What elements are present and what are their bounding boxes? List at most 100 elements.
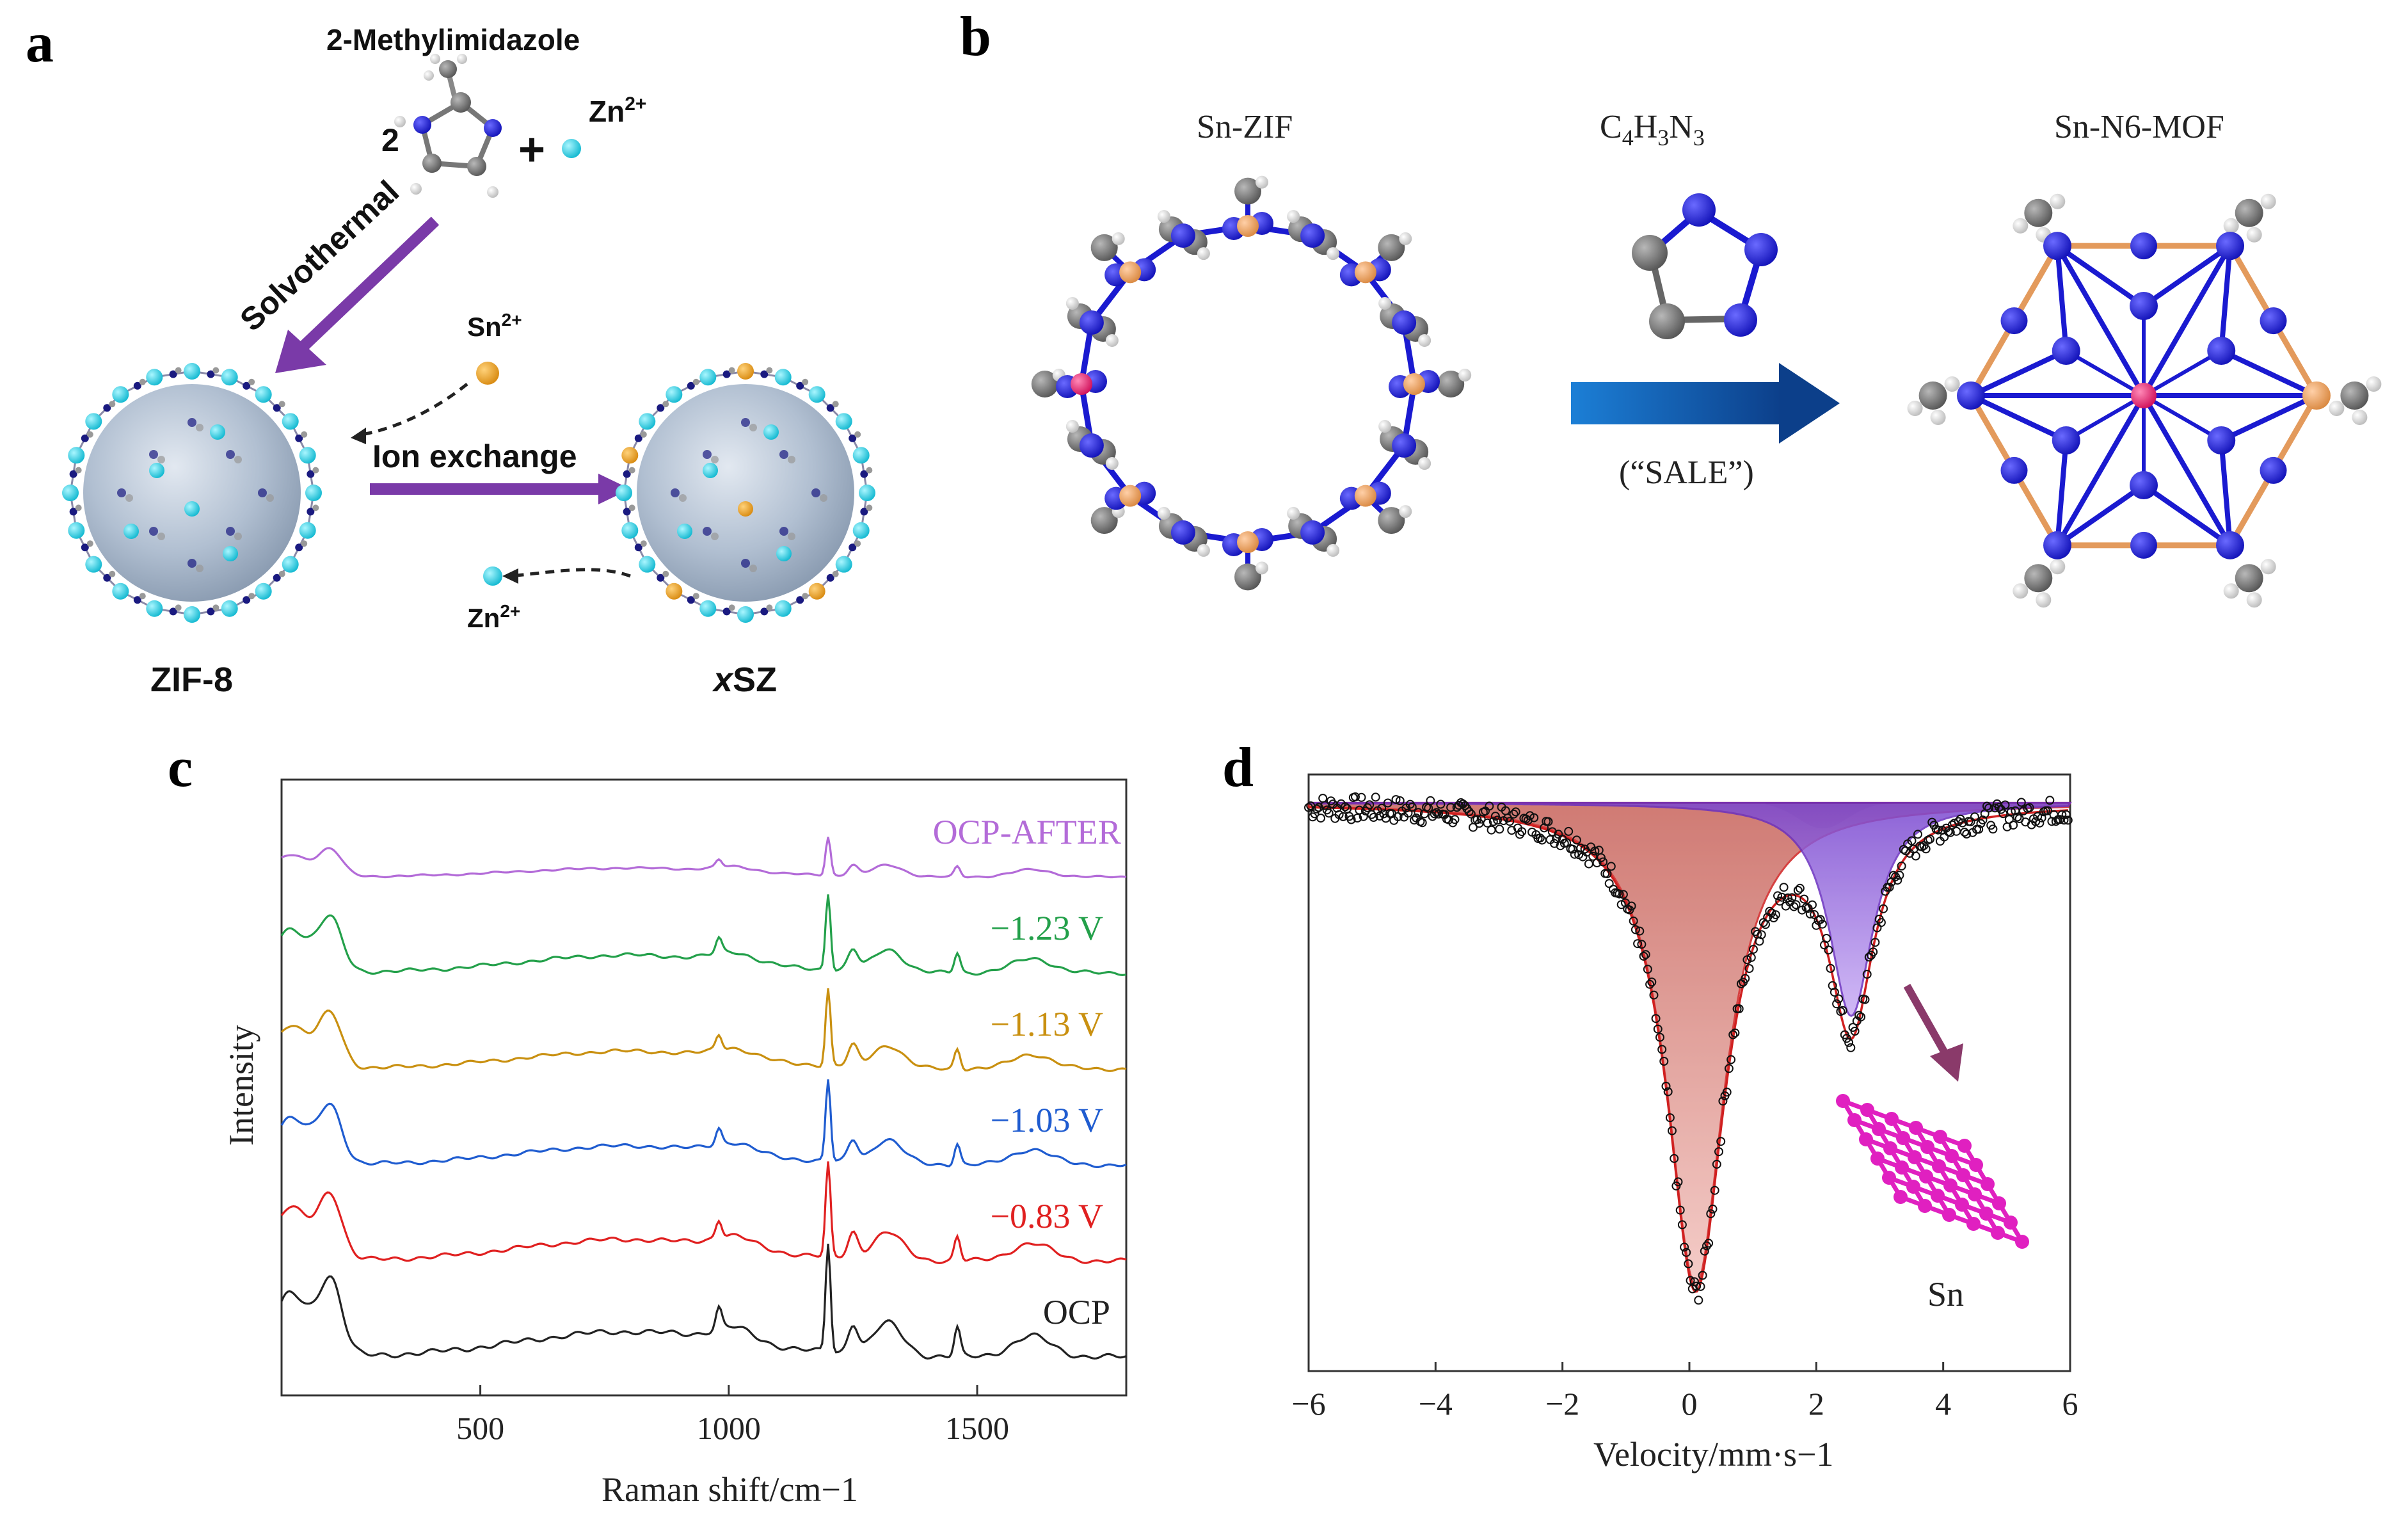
mossbauer-data-point — [1744, 964, 1754, 974]
ligand-name: 2-Methylimidazole — [326, 23, 580, 56]
zn-out-icon — [483, 566, 502, 586]
mossbauer-data-point — [1629, 916, 1638, 926]
zn-top-label: Zn2+ — [589, 93, 646, 128]
sn-lattice-atom — [1882, 1171, 1896, 1185]
zn-dashed-arrowhead — [502, 568, 518, 584]
mossbauer-data-point — [1314, 803, 1323, 812]
mossbauer-data-point — [1570, 849, 1579, 859]
mossbauer-data-point — [1860, 995, 1870, 1004]
mossbauer-data-point — [1791, 900, 1801, 910]
mossbauer-data-point — [1793, 886, 1803, 895]
ion-exchange-label: Ion exchange — [372, 438, 577, 474]
mossbauer-data-point — [2000, 800, 2010, 810]
mossbauer-data-point — [1403, 808, 1413, 818]
mossbauer-data-point — [2016, 798, 2026, 807]
mossbauer-data-point — [2025, 803, 2034, 812]
mossbauer-data-point — [1618, 890, 1628, 899]
raman-series-label: −1.13 V — [991, 1005, 1103, 1043]
mossbauer-data-point — [1426, 796, 1435, 805]
mossbauer-data-point — [1962, 830, 1972, 839]
mossbauer-data-point — [1779, 883, 1789, 892]
zif8-sphere — [83, 384, 301, 602]
xsz-label: xSZ — [712, 661, 777, 699]
mossbauer-data-point — [1984, 803, 1994, 813]
mossbauer-data-point — [1318, 794, 1328, 803]
mossbauer-data-point — [1767, 908, 1776, 918]
mossbauer-data-point — [1495, 824, 1504, 834]
panel-a-label: a — [26, 12, 54, 74]
raman-x-axis-label: Raman shift/cm−1 — [602, 1470, 858, 1509]
mossbauer-data-point — [1645, 979, 1655, 989]
mossbauer-data-point — [1493, 815, 1503, 825]
mossbauer-data-point — [1391, 795, 1401, 805]
panel-d-label: d — [1222, 737, 1254, 799]
zn-ion-icon — [562, 139, 581, 158]
mossbauer-data-point — [1562, 838, 1571, 847]
mossbauer-data-point — [1885, 883, 1894, 892]
mossbauer-data-point — [1988, 824, 1998, 834]
sn-lattice-atom — [1920, 1140, 1934, 1154]
mossbauer-data-point — [1893, 876, 1902, 885]
sn-lattice-atom — [1969, 1158, 1983, 1172]
mossbauer-data-point — [1631, 925, 1640, 935]
mossbauer-data-point — [1826, 963, 1835, 973]
mossbauer-data-point — [2007, 807, 2016, 816]
mossbauer-data-point — [2061, 810, 2071, 819]
mossbauer-data-point — [1970, 812, 1979, 822]
mossbauer-data-point — [1576, 844, 1586, 853]
mossbauer-data-point — [1584, 859, 1593, 869]
mossbauer-data-point — [1597, 853, 1606, 862]
mossbauer-data-point — [1749, 945, 1758, 954]
raman-series-label: −0.83 V — [991, 1197, 1103, 1235]
xsz-lattice-front — [616, 363, 875, 623]
mossbauer-data-point — [1856, 1012, 1866, 1022]
zn-out-label: Zn2+ — [467, 601, 520, 633]
mossbauer-data-point — [1665, 1113, 1675, 1123]
mossbauer-data-points — [1304, 792, 2073, 1305]
mossbauer-data-point — [1602, 869, 1612, 879]
sn-zif-title: Sn-ZIF — [1197, 109, 1293, 145]
mossbauer-data-point — [1686, 1276, 1695, 1285]
mossbauer-data-point — [1982, 801, 1991, 811]
raman-series-line — [281, 837, 1127, 879]
mossbauer-data-point — [1417, 818, 1427, 828]
methylimidazole-molecule — [394, 54, 502, 198]
sn-n6-mof-title: Sn-N6-MOF — [2054, 109, 2224, 145]
mossbauer-data-point — [1682, 1248, 1691, 1257]
mossbauer-data-point — [1434, 809, 1444, 819]
raman-series-label: OCP — [1043, 1293, 1110, 1331]
sn-lattice-atom — [1945, 1149, 1959, 1163]
mossbauer-data-point — [1627, 901, 1636, 911]
mossbauer-data-point — [1312, 804, 1321, 814]
sn-lattice-atom — [1932, 1159, 1946, 1173]
mossbauer-data-point — [1812, 920, 1821, 930]
sn-lattice-atom — [1931, 1189, 1945, 1203]
mossbauer-data-point — [1974, 824, 1984, 834]
mossbauer-data-point — [1410, 815, 1419, 825]
mossbauer-data-point — [1655, 1032, 1664, 1042]
mossbauer-data-point — [1787, 893, 1797, 903]
raman-series-line — [280, 1161, 1127, 1265]
mossbauer-data-point — [1824, 945, 1833, 955]
sn-lattice-atom — [1979, 1207, 1993, 1221]
zif8-framework — [62, 363, 322, 623]
sale-arrow-head — [1779, 363, 1840, 444]
mossbauer-data-point — [1633, 939, 1643, 949]
mossbauer-data-point — [1454, 801, 1463, 810]
mossbauer-data-point — [1488, 817, 1498, 826]
sn-inset-label: Sn — [1927, 1275, 1964, 1313]
mossbauer-data-point — [1485, 801, 1494, 811]
mossbauer-data-point — [1694, 1296, 1703, 1305]
mossbauer-data-point — [1810, 910, 1819, 919]
mossbauer-data-point — [1897, 862, 1906, 871]
raman-x-tick-label: 500 — [456, 1410, 504, 1446]
mossbauer-data-point — [1724, 1064, 1734, 1073]
mossbauer-data-point — [2059, 815, 2069, 825]
mossbauer-data-point — [1960, 828, 1969, 837]
mossbauer-data-point — [1436, 799, 1446, 809]
mossbauer-data-point — [1310, 809, 1320, 819]
mossbauer-component-fills — [1307, 801, 2072, 1293]
plus-sign: + — [518, 124, 545, 175]
mossbauer-data-point — [1913, 830, 1922, 839]
